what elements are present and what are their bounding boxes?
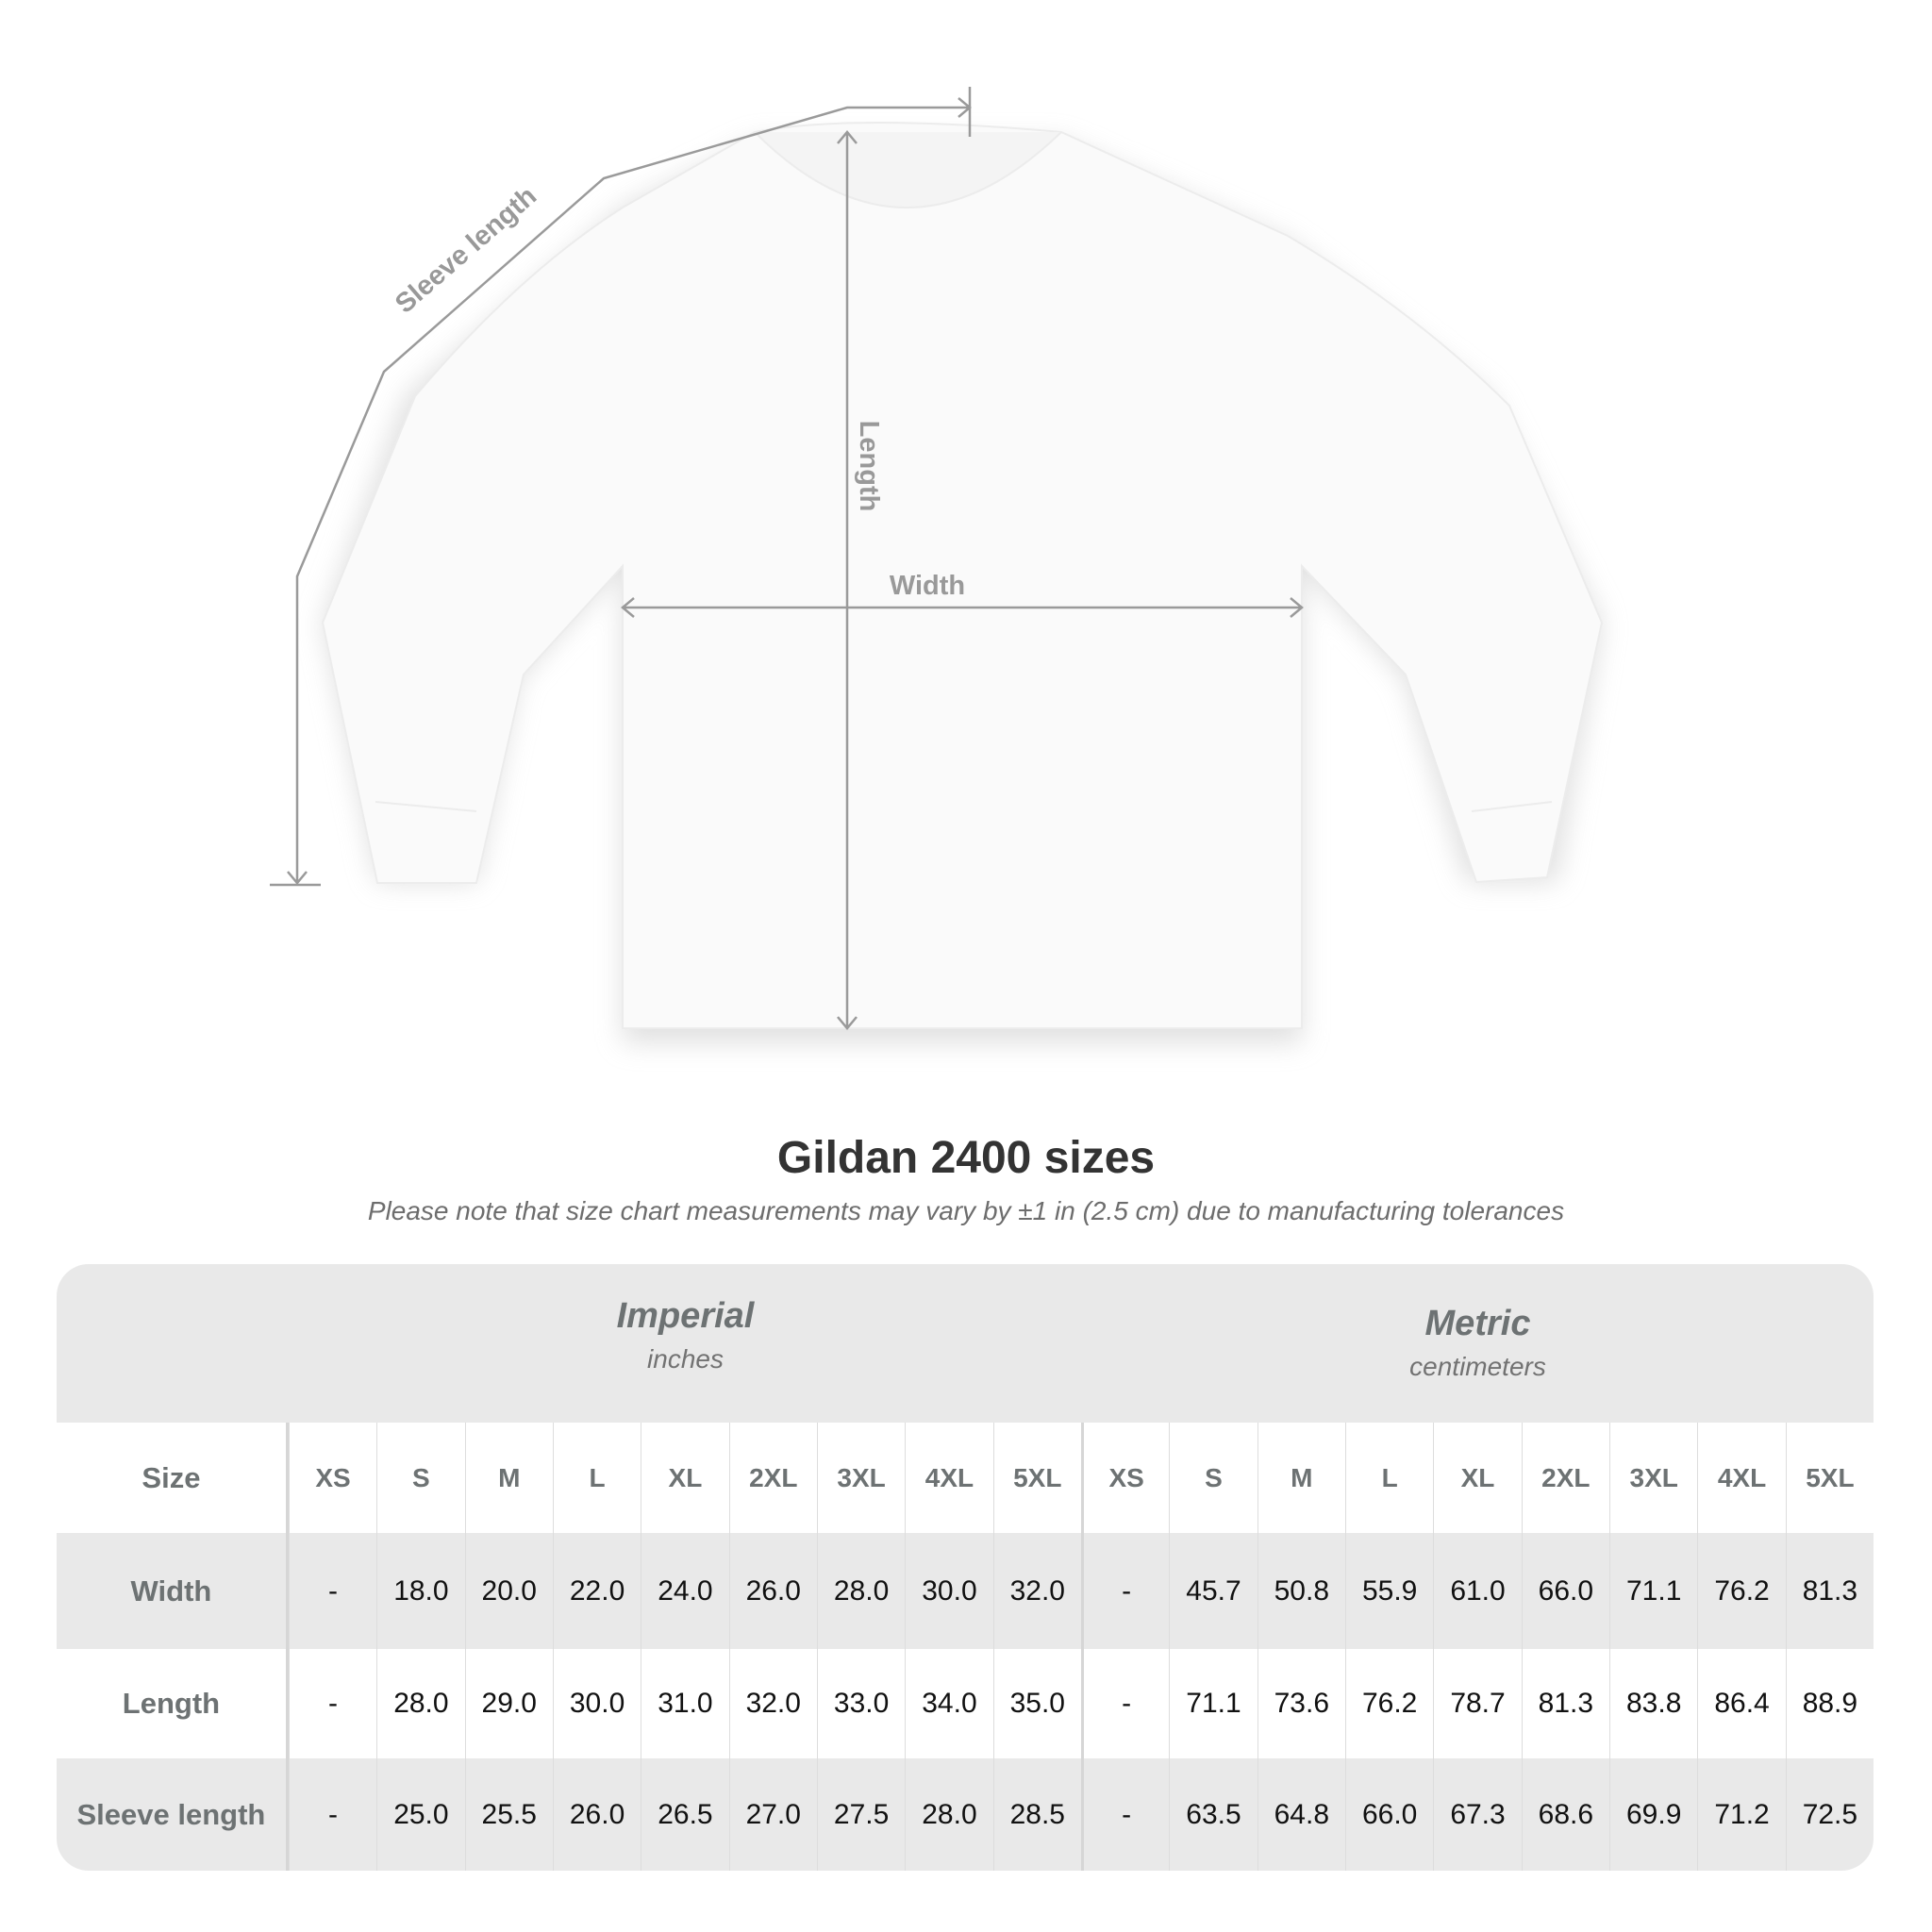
metric-size-xl: XL — [1433, 1423, 1521, 1533]
imperial-value-cell: 28.0 — [905, 1758, 992, 1871]
metric-size-xs: XS — [1080, 1423, 1169, 1533]
metric-value-cell: 88.9 — [1785, 1649, 1874, 1758]
width-label: Width — [890, 571, 965, 601]
metric-value-cell: 69.9 — [1609, 1758, 1697, 1871]
imperial-size-xl: XL — [641, 1423, 728, 1533]
metric-value-cell: 45.7 — [1169, 1533, 1257, 1649]
metric-value-cell: 66.0 — [1345, 1758, 1433, 1871]
metric-size-l: L — [1345, 1423, 1433, 1533]
sleeve-line — [270, 87, 972, 887]
metric-value-cell: 76.2 — [1345, 1649, 1433, 1758]
metric-value-cell: 71.1 — [1609, 1533, 1697, 1649]
imperial-value-cell: - — [288, 1649, 376, 1758]
imperial-value-cell: 26.0 — [728, 1533, 817, 1649]
metric-header: Metric centimeters — [1082, 1264, 1874, 1462]
imperial-value-cell: 27.5 — [816, 1758, 905, 1871]
metric-value-cell: 71.1 — [1169, 1649, 1257, 1758]
imperial-value-cell: 29.0 — [464, 1649, 553, 1758]
imperial-value-cell: 30.0 — [905, 1533, 992, 1649]
metric-value-cell: 55.9 — [1345, 1533, 1433, 1649]
table-row-width: Width -18.0 20.0 22.0 24.0 26.0 28.0 30.0 32.0-4… — [57, 1533, 1874, 1649]
metric-size-s: S — [1169, 1423, 1257, 1533]
metric-value-cell: 61.0 — [1433, 1533, 1521, 1649]
imperial-size-s: S — [376, 1423, 464, 1533]
imperial-value-cell: 24.0 — [641, 1533, 728, 1649]
imperial-value-cell: 28.0 — [376, 1649, 464, 1758]
imperial-title: Imperial — [616, 1296, 755, 1336]
imperial-size-l: L — [552, 1423, 641, 1533]
imperial-value-cell: 32.0 — [992, 1533, 1081, 1649]
shirt-image — [321, 122, 1604, 1029]
imperial-value-cell: 30.0 — [552, 1649, 641, 1758]
imperial-value-cell: - — [288, 1533, 376, 1649]
metric-unit: centimeters — [1409, 1352, 1546, 1381]
imperial-value-cell: 31.0 — [641, 1649, 728, 1758]
metric-size-4xl: 4XL — [1697, 1423, 1785, 1533]
row-label: Width — [57, 1533, 289, 1649]
metric-value-cell: 66.0 — [1521, 1533, 1609, 1649]
length-line — [837, 130, 858, 1030]
metric-value-cell: 71.2 — [1697, 1758, 1785, 1871]
size-header-row: Size XS S M L XL 2XL 3XL 4XL 5XL XS S M L XL 2XL 3XL 4XL 5… — [57, 1423, 1874, 1533]
shirt-diagram: Width Length Sleeve length — [270, 87, 1604, 1042]
imperial-value-cell: 28.0 — [816, 1533, 905, 1649]
metric-value-cell: 50.8 — [1257, 1533, 1345, 1649]
imperial-unit: inches — [647, 1344, 724, 1374]
table-row-sleeve-length: Sleeve length -25.0 25.5 26.0 26.5 27.0 27.5 28… — [57, 1758, 1874, 1871]
metric-size-5xl: 5XL — [1785, 1423, 1874, 1533]
imperial-value-cell: 33.0 — [816, 1649, 905, 1758]
width-line — [621, 597, 1304, 618]
imperial-size-xs: XS — [288, 1423, 376, 1533]
imperial-value-cell: 27.0 — [728, 1758, 817, 1871]
metric-value-cell: 67.3 — [1433, 1758, 1521, 1871]
size-header-label: Size — [57, 1423, 289, 1533]
table-row-length: Length -28.0 29.0 30.0 31.0 32.0 33.0 34.0 35.0-… — [57, 1649, 1874, 1758]
metric-value-cell: 83.8 — [1609, 1649, 1697, 1758]
row-label: Sleeve length — [57, 1758, 289, 1871]
imperial-value-cell: 25.0 — [376, 1758, 464, 1871]
imperial-size-3xl: 3XL — [816, 1423, 905, 1533]
metric-value-cell: 76.2 — [1697, 1533, 1785, 1649]
imperial-size-m: M — [464, 1423, 553, 1533]
imperial-header: Imperial inches — [289, 1264, 1082, 1455]
imperial-value-cell: 26.0 — [552, 1758, 641, 1871]
imperial-value-cell: 32.0 — [728, 1649, 817, 1758]
tolerance-note: Please note that size chart measurements… — [367, 1196, 1565, 1225]
metric-value-cell: 81.3 — [1785, 1533, 1874, 1649]
page-title: Gildan 2400 sizes — [776, 1133, 1156, 1183]
length-label: Length — [854, 421, 884, 512]
imperial-value-cell: 26.5 — [641, 1758, 728, 1871]
metric-value-cell: 63.5 — [1169, 1758, 1257, 1871]
imperial-size-2xl: 2XL — [728, 1423, 817, 1533]
row-label: Length — [57, 1649, 289, 1758]
metric-value-cell: 86.4 — [1697, 1649, 1785, 1758]
size-table: Imperial inches Metric centimeters Size X… — [57, 1264, 1874, 1871]
metric-value-cell: 81.3 — [1521, 1649, 1609, 1758]
metric-value-cell: - — [1080, 1533, 1169, 1649]
metric-value-cell: 73.6 — [1257, 1649, 1345, 1758]
imperial-value-cell: - — [288, 1758, 376, 1871]
imperial-value-cell: 25.5 — [464, 1758, 553, 1871]
metric-size-m: M — [1257, 1423, 1345, 1533]
metric-value-cell: - — [1080, 1758, 1169, 1871]
metric-size-3xl: 3XL — [1609, 1423, 1697, 1533]
imperial-value-cell: 35.0 — [992, 1649, 1081, 1758]
imperial-value-cell: 20.0 — [464, 1533, 553, 1649]
imperial-value-cell: 18.0 — [376, 1533, 464, 1649]
imperial-size-5xl: 5XL — [992, 1423, 1081, 1533]
metric-value-cell: 64.8 — [1257, 1758, 1345, 1871]
metric-value-cell: - — [1080, 1649, 1169, 1758]
metric-value-cell: 78.7 — [1433, 1649, 1521, 1758]
metric-value-cell: 72.5 — [1785, 1758, 1874, 1871]
metric-value-cell: 68.6 — [1521, 1758, 1609, 1871]
imperial-value-cell: 28.5 — [992, 1758, 1081, 1871]
measurement-lines — [270, 87, 1304, 1030]
imperial-value-cell: 34.0 — [905, 1649, 992, 1758]
imperial-value-cell: 22.0 — [552, 1533, 641, 1649]
imperial-size-4xl: 4XL — [905, 1423, 992, 1533]
metric-size-2xl: 2XL — [1521, 1423, 1609, 1533]
metric-title: Metric — [1424, 1304, 1531, 1343]
